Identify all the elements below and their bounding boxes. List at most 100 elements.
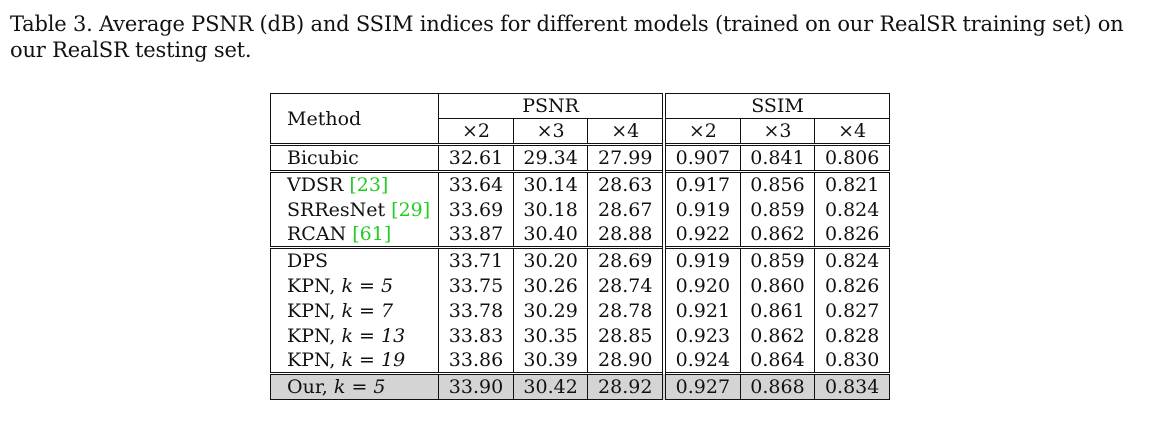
psnr-value: 30.29 xyxy=(512,298,588,323)
ssim-value: 0.921 xyxy=(662,298,741,323)
ssim-value: 0.923 xyxy=(662,323,741,348)
psnr-value: 28.74 xyxy=(587,273,665,298)
ssim-value: 0.860 xyxy=(739,273,815,298)
citation-link[interactable]: [23] xyxy=(349,174,389,196)
table-row: VDSR [23] 33.64 30.14 28.63 0.917 0.856 0.821 xyxy=(269,170,890,197)
ssim-value: 0.862 xyxy=(739,222,815,248)
table-row: SRResNet [29] 33.69 30.18 28.67 0.919 0.859 0.… xyxy=(269,197,890,222)
table-row: DPS 33.71 30.20 28.69 0.919 0.859 0.824 xyxy=(269,246,890,273)
scale-header: ×2 xyxy=(438,118,514,145)
ssim-value: 0.922 xyxy=(662,222,741,248)
ssim-value: 0.828 xyxy=(814,323,890,348)
ssim-value: 0.826 xyxy=(814,222,890,248)
table-row: KPN, k = 5 33.75 30.26 28.74 0.920 0.860 0.826 xyxy=(269,273,890,298)
psnr-value: 28.67 xyxy=(587,197,665,222)
method-column-header: Method xyxy=(269,93,440,145)
method-cell: KPN, k = 19 xyxy=(269,348,440,374)
ssim-value: 0.859 xyxy=(739,246,815,273)
ssim-value: 0.834 xyxy=(814,372,890,400)
scale-header: ×3 xyxy=(739,118,815,145)
psnr-value: 32.61 xyxy=(438,143,514,172)
citation-link[interactable]: [61] xyxy=(352,223,392,245)
psnr-value: 33.87 xyxy=(448,223,504,245)
ssim-value: 0.856 xyxy=(739,170,815,197)
method-cell: DPS xyxy=(269,246,440,273)
ssim-value: 0.830 xyxy=(814,348,890,374)
kernel-size: k = 5 xyxy=(333,376,386,398)
ssim-value: 0.824 xyxy=(814,197,890,222)
psnr-value: 30.35 xyxy=(512,323,588,348)
psnr-value: 33.83 xyxy=(448,324,504,347)
psnr-value: 30.14 xyxy=(512,170,588,197)
method-cell: Bicubic xyxy=(269,143,440,172)
method-name: RCAN xyxy=(287,223,353,245)
kernel-size: k = 19 xyxy=(341,349,406,371)
psnr-value: 33.90 xyxy=(438,372,514,400)
psnr-value: 27.99 xyxy=(587,143,665,172)
ssim-value: 0.824 xyxy=(814,246,890,273)
ssim-value: 0.919 xyxy=(662,197,741,222)
method-cell: SRResNet [29] xyxy=(269,197,440,222)
method-name: SRResNet xyxy=(287,198,392,221)
psnr-value: 30.42 xyxy=(512,372,588,400)
results-table: Method PSNR SSIM ×2 ×3 ×4 ×2 ×3 ×4 Bicub… xyxy=(269,93,891,400)
ssim-value: 0.924 xyxy=(662,348,741,374)
method-cell: KPN, k = 5 xyxy=(269,273,440,298)
results-table-container: Method PSNR SSIM ×2 ×3 ×4 ×2 ×3 ×4 Bicub… xyxy=(269,93,891,400)
method-name: Our, xyxy=(287,376,334,398)
table-row: KPN, k = 13 33.83 30.35 28.85 0.923 0.862 0.82… xyxy=(269,323,890,348)
ssim-value: 0.861 xyxy=(739,298,815,323)
psnr-value: 33.71 xyxy=(438,246,514,273)
method-name: KPN, xyxy=(287,324,342,347)
ssim-value: 0.821 xyxy=(814,170,890,197)
psnr-header: PSNR xyxy=(438,93,665,119)
citation-link[interactable]: [29] xyxy=(391,198,431,221)
ssim-header: SSIM xyxy=(662,93,891,119)
table-row: Bicubic 32.61 29.34 27.99 0.907 0.841 0.806 xyxy=(269,143,890,172)
psnr-value: 28.63 xyxy=(587,170,665,197)
psnr-value: 28.69 xyxy=(587,246,665,273)
psnr-value: 28.78 xyxy=(587,298,665,323)
ssim-value: 0.917 xyxy=(662,170,741,197)
scale-header: ×2 xyxy=(662,118,741,145)
method-name: Bicubic xyxy=(287,147,359,169)
psnr-value: 28.90 xyxy=(587,348,665,374)
psnr-value: 33.69 xyxy=(448,198,504,221)
psnr-value: 30.39 xyxy=(512,348,588,374)
psnr-value: 30.18 xyxy=(512,197,588,222)
ssim-value: 0.864 xyxy=(739,348,815,374)
method-name: DPS xyxy=(287,250,329,272)
ssim-value: 0.806 xyxy=(814,143,890,172)
psnr-value: 33.78 xyxy=(448,299,504,322)
table-caption: Table 3. Average PSNR (dB) and SSIM indi… xyxy=(10,12,1124,62)
ssim-value: 0.827 xyxy=(814,298,890,323)
method-name: KPN, xyxy=(287,349,342,371)
psnr-value: 28.85 xyxy=(587,323,665,348)
method-name: KPN, xyxy=(287,274,342,297)
method-name: VDSR xyxy=(287,174,350,196)
scale-header: ×3 xyxy=(512,118,588,145)
scale-header: ×4 xyxy=(814,118,890,145)
psnr-value: 33.64 xyxy=(438,170,514,197)
scale-header: ×4 xyxy=(587,118,665,145)
kernel-size: k = 13 xyxy=(341,324,406,347)
method-name: KPN, xyxy=(287,299,342,322)
table-row: Our, k = 5 33.90 30.42 28.92 0.927 0.868 0.834 xyxy=(269,372,890,400)
psnr-value: 30.20 xyxy=(512,246,588,273)
ssim-value: 0.868 xyxy=(739,372,815,400)
psnr-value: 33.75 xyxy=(448,274,504,297)
ssim-value: 0.907 xyxy=(662,143,741,172)
table-body: Bicubic 32.61 29.34 27.99 0.907 0.841 0.806 VDS… xyxy=(269,143,890,400)
ssim-value: 0.920 xyxy=(662,273,741,298)
method-cell: KPN, k = 7 xyxy=(269,298,440,323)
table-row: KPN, k = 19 33.86 30.39 28.90 0.924 0.864 0.83… xyxy=(269,348,890,374)
method-cell: KPN, k = 13 xyxy=(269,323,440,348)
table-row: RCAN [61] 33.87 30.40 28.88 0.922 0.862 0.826 xyxy=(269,222,890,248)
psnr-value: 28.92 xyxy=(587,372,665,400)
kernel-size: k = 7 xyxy=(341,299,394,322)
psnr-value: 28.88 xyxy=(587,222,665,248)
psnr-value: 30.40 xyxy=(512,222,588,248)
method-cell: Our, k = 5 xyxy=(269,372,440,400)
psnr-value: 29.34 xyxy=(512,143,588,172)
ssim-value: 0.841 xyxy=(739,143,815,172)
